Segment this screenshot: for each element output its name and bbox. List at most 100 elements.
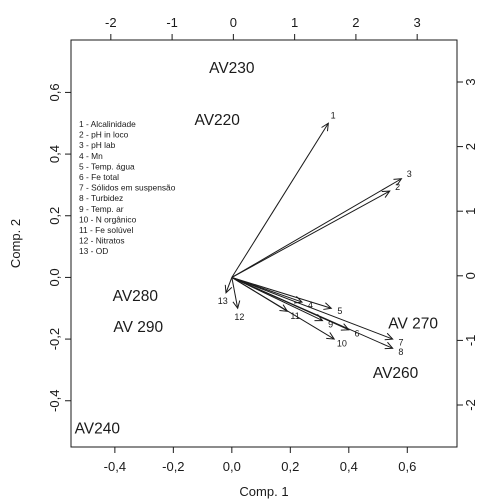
- site-label-av220: AV220: [195, 112, 241, 129]
- loading-arrow-shaft: [225, 277, 233, 294]
- legend-entry: 10 - N orgânico: [79, 214, 137, 224]
- loading-arrow-9: [231, 276, 324, 322]
- loading-arrow-head: [232, 300, 241, 310]
- loading-arrow-head: [384, 332, 394, 341]
- legend-entry: 11 - Fe solúvel: [79, 225, 133, 235]
- top-tick-label: -2: [105, 15, 117, 30]
- loading-label-1: 1: [331, 111, 336, 121]
- loading-arrow-head: [340, 323, 350, 331]
- loading-label-7: 7: [399, 337, 404, 347]
- right-tick-label: -2: [463, 399, 478, 411]
- x-tick-label: 0,2: [281, 459, 299, 474]
- top-axis: -2 -1 0 1 2 3: [105, 15, 421, 41]
- loading-arrow-head: [384, 341, 394, 350]
- x-tick-label: 0,4: [340, 459, 358, 474]
- loading-label-6: 6: [355, 329, 360, 339]
- loading-arrow-2: [231, 190, 391, 278]
- site-label-av230: AV230: [209, 60, 255, 77]
- site-label-av-290: AV 290: [113, 319, 163, 336]
- loading-arrow-13: [224, 277, 233, 294]
- loading-arrow-12: [231, 277, 241, 310]
- y-axis-title: Comp. 2: [8, 219, 23, 268]
- loading-label-8: 8: [398, 347, 403, 357]
- loading-label-5: 5: [337, 306, 342, 316]
- y-tick-label: 0,2: [47, 207, 62, 225]
- loading-label-13: 13: [218, 296, 228, 306]
- loading-arrow-shaft: [231, 178, 402, 278]
- site-label-av280: AV280: [113, 288, 159, 305]
- legend-entry: 1 - Alcalinidade: [79, 119, 136, 129]
- loading-arrow-head: [381, 190, 391, 198]
- loading-arrow-shaft: [231, 276, 393, 349]
- site-label-av240: AV240: [75, 421, 121, 438]
- legend-entry: 5 - Temp. água: [79, 161, 135, 171]
- legend-entry: 12 - Nitratos: [79, 236, 125, 246]
- loading-arrow-head: [314, 314, 324, 322]
- right-tick-label: 2: [463, 143, 478, 150]
- loading-arrow-shaft: [231, 276, 288, 312]
- loading-arrow-7: [231, 276, 394, 341]
- top-tick-label: 0: [230, 15, 237, 30]
- legend-entry: 4 - Mn: [79, 151, 103, 161]
- loading-arrow-11: [231, 276, 289, 312]
- legend-entry: 2 - pH in loco: [79, 130, 129, 140]
- loading-label-11: 11: [290, 311, 299, 321]
- top-tick-label: 3: [414, 15, 421, 30]
- left-axis: -0,4 -0,2 0,0 0,2 0,4 0,6: [47, 83, 72, 412]
- legend-entry: 8 - Turbidez: [79, 193, 123, 203]
- loading-label-9: 9: [328, 319, 333, 329]
- loading-arrow-shaft: [231, 276, 393, 340]
- loading-arrow-head: [279, 304, 289, 312]
- top-tick-label: 1: [291, 15, 298, 30]
- x-tick-label: -0,2: [162, 459, 184, 474]
- legend-entry: 13 - OD: [79, 246, 108, 256]
- y-tick-label: 0,0: [47, 268, 62, 286]
- x-tick-label: 0,0: [223, 459, 241, 474]
- y-tick-label: -0,2: [47, 328, 62, 350]
- right-tick-label: 1: [463, 208, 478, 215]
- loading-label-2: 2: [395, 182, 400, 192]
- loading-arrow-shaft: [231, 276, 323, 322]
- site-labels: AV230 AV220 AV280 AV 290 AV 270 AV260 AV240: [75, 60, 439, 438]
- loading-arrow-shaft: [231, 122, 329, 278]
- legend-entry: 3 - pH lab: [79, 140, 116, 150]
- site-label-av260: AV260: [373, 365, 419, 382]
- loading-label-12: 12: [234, 312, 244, 322]
- legend-entry: 6 - Fe total: [79, 172, 119, 182]
- right-axis: -2 -1 0 1 2 3: [456, 78, 478, 411]
- loading-arrow-5: [231, 276, 333, 310]
- loading-arrow-shaft: [231, 276, 332, 309]
- loading-label-3: 3: [407, 169, 412, 179]
- site-label-av-270: AV 270: [388, 316, 438, 333]
- loading-arrow-head: [393, 178, 403, 186]
- bottom-axis: -0,4 -0,2 0,0 0,2 0,4 0,6: [104, 446, 416, 474]
- loading-arrow-shaft: [231, 190, 390, 278]
- loading-arrows: [224, 122, 403, 350]
- loading-arrow-head: [326, 332, 336, 340]
- loading-arrow-shaft: [231, 277, 239, 309]
- loading-arrow-1: [231, 122, 329, 278]
- loading-arrow-head: [321, 122, 329, 132]
- right-tick-label: -1: [463, 335, 478, 347]
- loading-label-10: 10: [337, 339, 347, 349]
- loading-arrow-3: [231, 178, 403, 278]
- x-tick-label: -0,4: [104, 459, 126, 474]
- loading-arrow-head: [323, 302, 333, 310]
- y-tick-label: 0,4: [47, 145, 62, 163]
- loading-arrow-8: [231, 276, 394, 350]
- right-tick-label: 0: [463, 272, 478, 279]
- y-tick-label: 0,6: [47, 83, 62, 101]
- x-axis-title: Comp. 1: [239, 484, 288, 499]
- loading-arrow-head: [224, 284, 233, 294]
- legend-entry: 9 - Temp. ar: [79, 204, 124, 214]
- loading-label-4: 4: [308, 300, 313, 310]
- x-tick-label: 0,6: [398, 459, 416, 474]
- legend-entry: 7 - Sólidos em suspensão: [79, 183, 176, 193]
- right-tick-label: 3: [463, 78, 478, 85]
- y-tick-label: -0,4: [47, 390, 62, 412]
- top-tick-label: -1: [166, 15, 178, 30]
